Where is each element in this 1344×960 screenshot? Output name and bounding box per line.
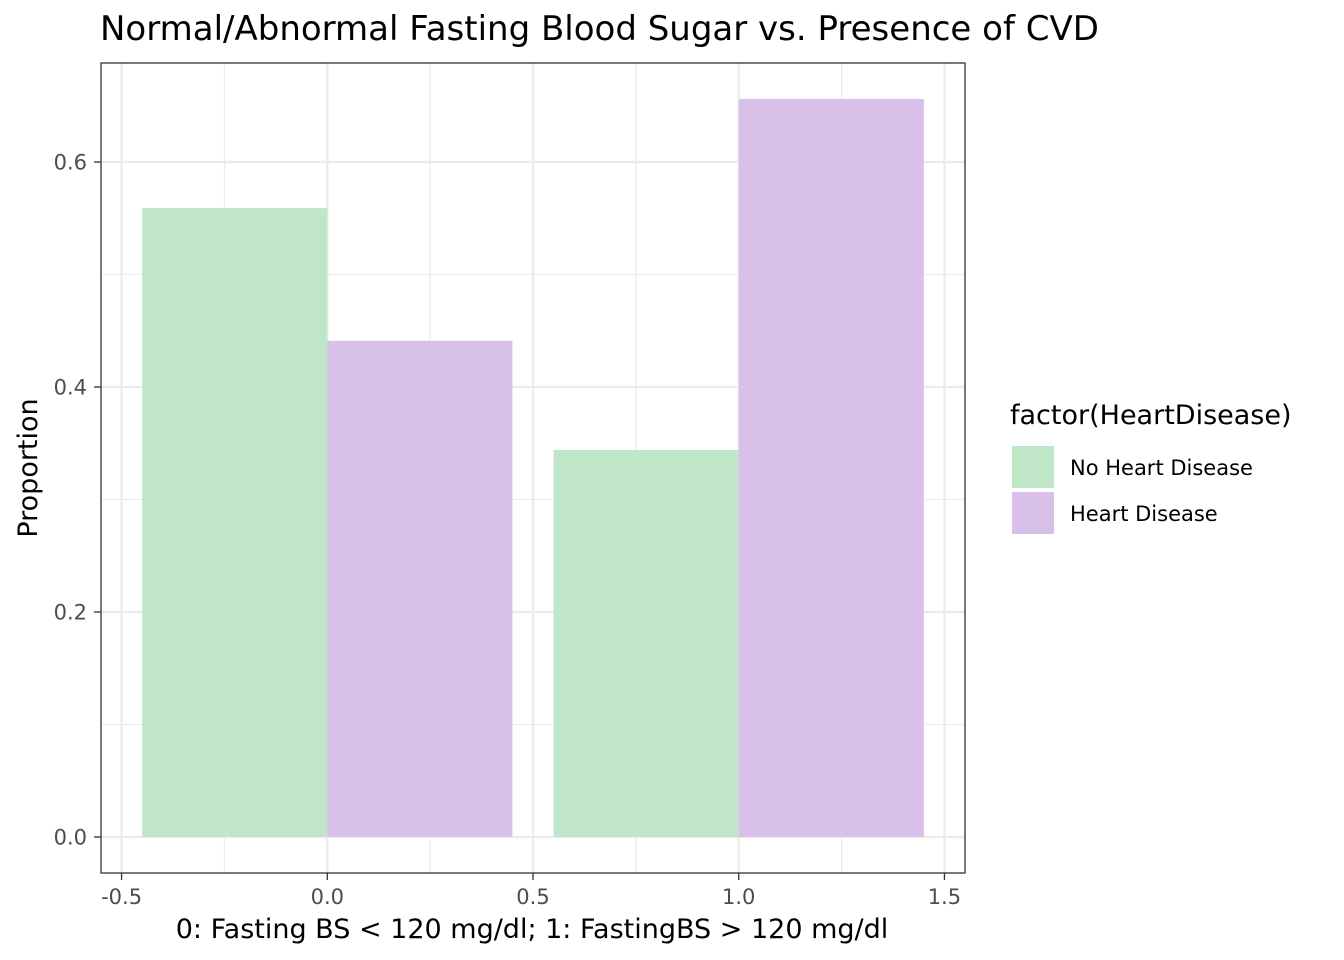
x-tick-label: 0.0 — [311, 885, 344, 909]
legend-title: factor(HeartDisease) — [1010, 400, 1292, 431]
x-tick-label: 0.5 — [516, 885, 549, 909]
legend-label: No Heart Disease — [1070, 456, 1253, 480]
bar-no-heart-disease-0 — [142, 208, 328, 837]
legend: factor(HeartDisease) No Heart Disease Hea… — [1010, 400, 1292, 534]
legend-key-heart-disease — [1012, 492, 1054, 534]
x-tick-label: 1.5 — [928, 885, 961, 909]
chart-title: Normal/Abnormal Fasting Blood Sugar vs. … — [100, 9, 1099, 49]
bar-heart-disease-1 — [738, 99, 924, 837]
y-tick-label: 0.4 — [54, 376, 87, 400]
x-tick-label: -0.5 — [101, 885, 142, 909]
y-tick-label: 0.6 — [54, 151, 87, 175]
x-axis-title: 0: Fasting BS < 120 mg/dl; 1: FastingBS … — [176, 914, 889, 945]
x-tick-label: 1.0 — [722, 885, 755, 909]
y-axis: 0.0 0.2 0.4 0.6 — [54, 151, 101, 850]
y-axis-title: Proportion — [13, 398, 44, 537]
bar-heart-disease-0 — [327, 340, 513, 837]
y-tick-label: 0.2 — [54, 601, 87, 625]
bar-no-heart-disease-1 — [553, 450, 739, 837]
y-tick-label: 0.0 — [54, 826, 87, 850]
legend-key-no-heart-disease — [1012, 446, 1054, 488]
x-axis: -0.5 0.0 0.5 1.0 1.5 — [101, 873, 961, 909]
legend-label: Heart Disease — [1070, 502, 1218, 526]
bars — [142, 99, 924, 837]
